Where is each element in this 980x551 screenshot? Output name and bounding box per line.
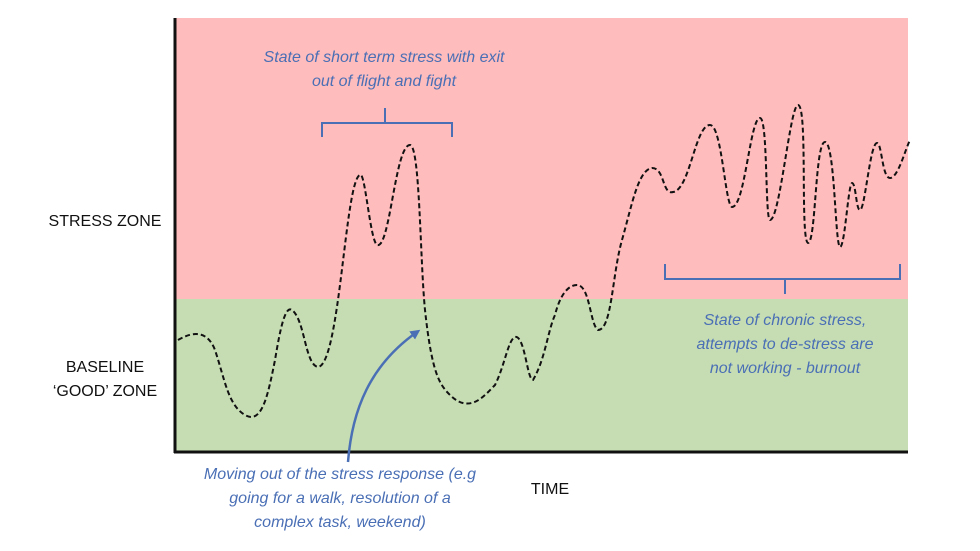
baseline-zone-label: BASELINE ‘GOOD’ ZONE: [20, 356, 190, 404]
stress-zone-label: STRESS ZONE: [48, 213, 162, 230]
chronic-line-3: not working - burnout: [709, 360, 861, 377]
short-term-line-2: out of flight and fight: [311, 73, 457, 90]
time-axis-label: TIME: [530, 481, 570, 498]
stress-zone-area: [175, 18, 908, 299]
chronic-line-1: State of chronic stress,: [703, 312, 867, 329]
moving-out-line-3: complex task, weekend): [254, 514, 426, 531]
baseline-zone-label-line-2: ‘GOOD’ ZONE: [52, 383, 158, 400]
chronic-line-2: attempts to de-stress are: [696, 336, 874, 353]
moving-out-line-2: going for a walk, resolution of a: [229, 490, 451, 507]
short-term-line-1: State of short term stress with exit: [263, 49, 505, 66]
short-term-stress-annotation: State of short term stress with exit out…: [224, 46, 544, 94]
moving-out-annotation: Moving out of the stress response (e.g g…: [170, 463, 510, 535]
stress-level-curve: [177, 103, 911, 418]
moving-out-arrow: [346, 329, 421, 463]
chronic-bracket: [664, 264, 901, 294]
baseline-zone-area: [175, 299, 908, 451]
moving-out-line-1: Moving out of the stress response (e.g: [203, 466, 477, 483]
short-term-bracket: [321, 108, 453, 137]
chronic-stress-annotation: State of chronic stress, attempts to de-…: [660, 309, 910, 381]
baseline-zone-label-line-1: BASELINE: [65, 359, 145, 376]
